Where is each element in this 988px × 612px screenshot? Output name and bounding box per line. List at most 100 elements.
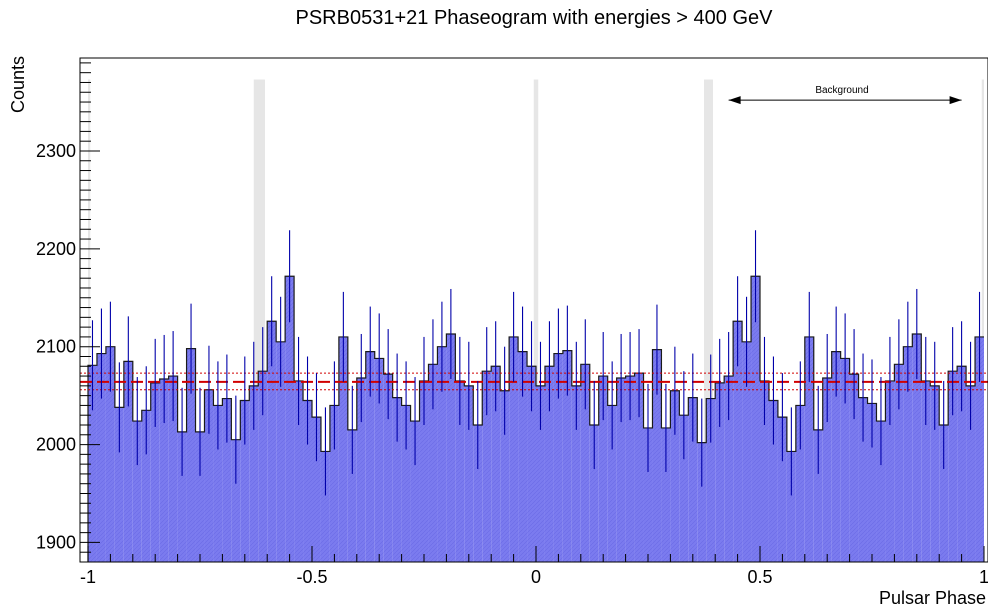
histogram-bar (383, 374, 393, 562)
y-tick-label: 2000 (36, 435, 76, 455)
histogram-bar (410, 421, 420, 562)
histogram-bar (168, 376, 178, 562)
histogram-bar (885, 380, 895, 562)
histogram-bar (697, 442, 707, 562)
histogram-bar (141, 410, 151, 562)
pulse-region-bands (88, 79, 984, 562)
histogram-bar (679, 415, 689, 562)
x-tick-label: 1 (979, 567, 988, 587)
pulse-region-band-2 (533, 79, 539, 562)
histogram-bar (876, 421, 886, 562)
histogram-bar (392, 397, 402, 562)
histogram-bar (500, 390, 510, 562)
y-tick-label: 2100 (36, 337, 76, 357)
histogram-bar (670, 390, 680, 562)
pulse-region-band-4 (981, 79, 984, 562)
histogram-bar (249, 385, 259, 562)
pulse-region-band-1 (253, 79, 265, 562)
histogram-bar (455, 380, 465, 562)
pulse-region-band-3 (704, 79, 713, 562)
histogram-bar (446, 333, 456, 562)
histogram-bar (616, 378, 626, 562)
histogram-bar (571, 385, 581, 562)
histogram-bar (849, 374, 859, 562)
background-arrow-head-right (949, 96, 962, 105)
background-annotation-label: Background (815, 85, 868, 96)
histogram-bar (894, 364, 904, 562)
histogram-bar (401, 405, 411, 562)
histogram-bar (544, 366, 554, 562)
histogram-bar (589, 424, 599, 562)
x-axis-label: Pulsar Phase (879, 588, 986, 608)
histogram-bar (114, 407, 124, 562)
histogram-bar (652, 349, 662, 562)
y-axis: 1900 2000 2100 2200 2300 (36, 62, 100, 553)
histogram-bar (813, 429, 823, 562)
histogram-bar (975, 336, 984, 562)
pulse-region-band-0 (88, 79, 91, 562)
histogram-bar (150, 382, 160, 562)
histogram-bar (320, 451, 330, 562)
histogram-bar (285, 276, 295, 562)
histogram-bar (661, 427, 671, 562)
histogram-bar (329, 405, 339, 562)
histogram-bar (921, 380, 931, 562)
histogram-bar (751, 276, 760, 562)
histogram-bar (213, 405, 223, 562)
histogram-bar (742, 341, 752, 562)
histogram-bar (186, 348, 196, 562)
histogram-bar (518, 351, 528, 562)
x-tick-label: -0.5 (296, 567, 327, 587)
y-tick-label: 2300 (36, 141, 76, 161)
histogram-bar (912, 333, 922, 562)
x-tick-label: 0.5 (747, 567, 772, 587)
histogram-bar (338, 336, 348, 562)
plot-frame (79, 57, 988, 563)
histogram-bar (123, 361, 133, 562)
histogram-bar (428, 364, 438, 562)
histogram-bar (509, 336, 519, 562)
histogram-bar (562, 350, 572, 562)
histogram-bar (258, 371, 268, 562)
histogram-bar (625, 376, 635, 562)
histogram-bar (598, 376, 608, 562)
histogram-bar (777, 417, 787, 562)
y-axis-label: Counts (8, 56, 28, 113)
histogram-bar (195, 431, 205, 562)
histogram-bar (580, 364, 590, 562)
histogram-bar (374, 358, 384, 562)
histogram-bar (948, 371, 958, 562)
histogram-bar (536, 385, 545, 562)
histogram-bar (527, 366, 536, 562)
histogram-bar (831, 351, 841, 562)
histogram-bar (939, 424, 949, 562)
histogram-bar (840, 358, 850, 562)
histogram-bar (903, 346, 913, 562)
chart-title: PSRB0531+21 Phaseogram with energies > 4… (296, 7, 774, 29)
histogram-bar (733, 321, 743, 562)
histogram-bar (858, 397, 868, 562)
histogram-bar (303, 400, 312, 562)
histogram-bar (688, 397, 698, 562)
histogram-bar (464, 385, 474, 562)
histogram-bar (105, 346, 115, 562)
histogram-bar (204, 389, 214, 562)
histogram-bar (760, 380, 769, 562)
histogram-bar (482, 371, 492, 562)
histogram-bar (795, 405, 805, 562)
histogram-bar (356, 378, 366, 562)
histogram-bar (724, 376, 734, 562)
histogram-bar (437, 346, 447, 562)
histogram-series (87, 275, 984, 562)
histogram-bar (491, 366, 501, 562)
histogram-bar (768, 400, 778, 562)
histogram-bar (96, 353, 106, 562)
histogram-bar (643, 427, 653, 562)
background-arrow-head-left (728, 96, 741, 105)
x-tick-label: -1 (80, 567, 96, 587)
histogram-bar (715, 382, 725, 562)
histogram-outline (87, 275, 984, 562)
histogram-bar (930, 385, 940, 562)
histogram-bar (159, 378, 169, 562)
